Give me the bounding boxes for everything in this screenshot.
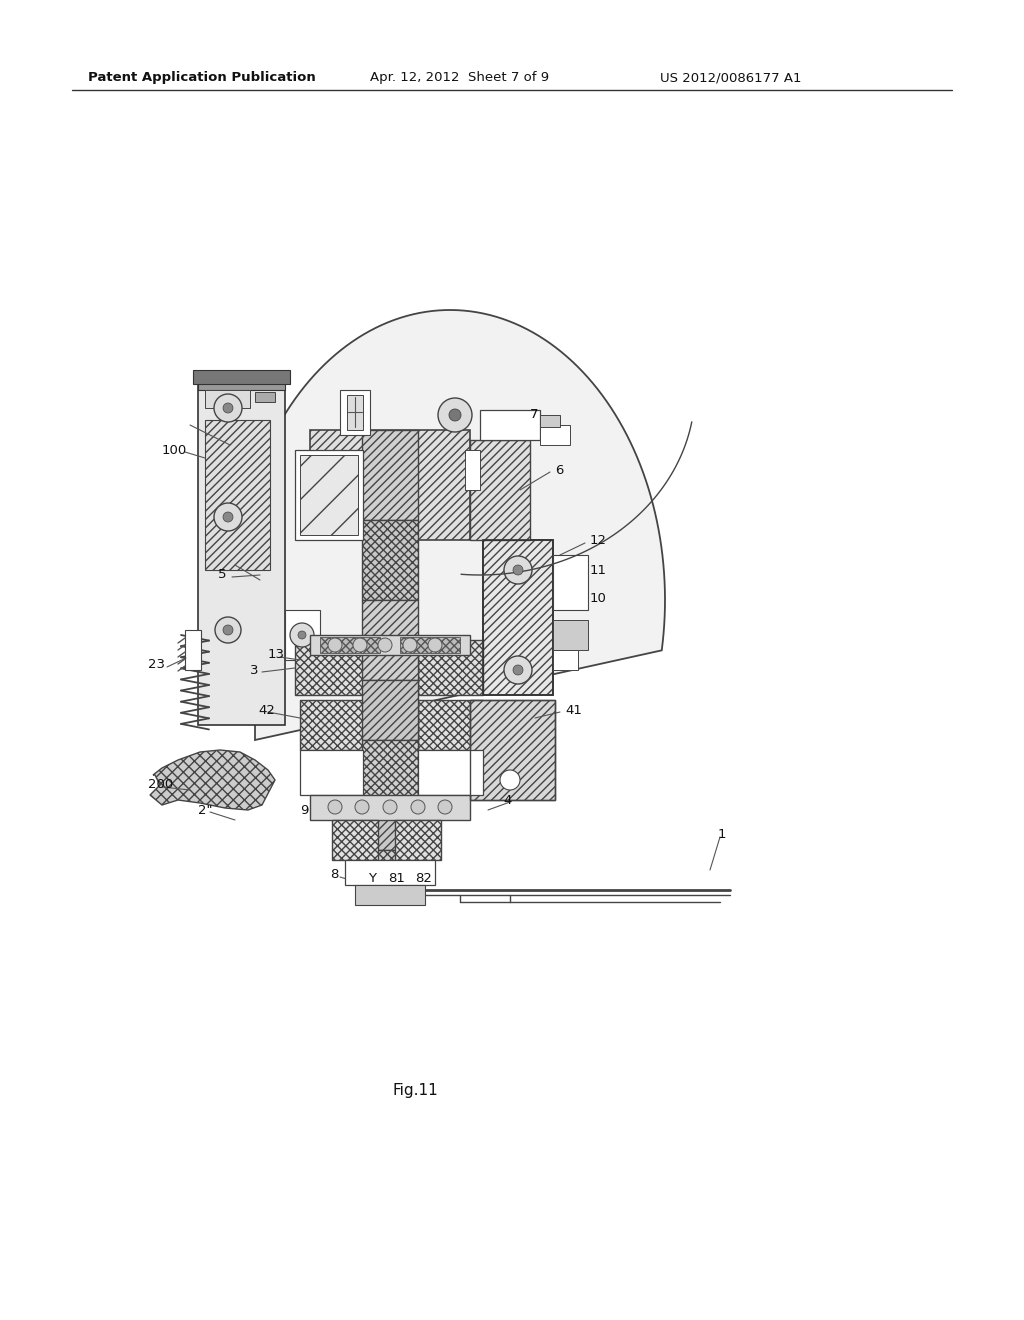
Bar — [300, 750, 362, 795]
Bar — [483, 540, 553, 696]
Circle shape — [500, 770, 520, 789]
Text: 81: 81 — [388, 871, 404, 884]
Bar — [185, 630, 201, 671]
Circle shape — [223, 403, 233, 413]
Text: 9: 9 — [300, 804, 308, 817]
Bar — [418, 700, 483, 750]
Circle shape — [504, 556, 532, 583]
Bar — [470, 700, 555, 800]
Bar — [553, 620, 588, 649]
Circle shape — [438, 399, 472, 432]
Bar — [332, 820, 378, 861]
Bar — [362, 800, 418, 850]
Bar — [198, 380, 285, 389]
Text: Patent Application Publication: Patent Application Publication — [88, 71, 315, 84]
Circle shape — [355, 800, 369, 814]
Bar — [483, 540, 553, 696]
Circle shape — [513, 665, 523, 675]
Circle shape — [504, 656, 532, 684]
Bar — [418, 750, 483, 795]
Bar — [295, 640, 362, 696]
Text: 42: 42 — [258, 704, 274, 717]
Circle shape — [214, 393, 242, 422]
Bar — [553, 649, 578, 671]
Bar — [310, 795, 470, 820]
Text: 10: 10 — [590, 591, 607, 605]
Bar — [347, 395, 362, 430]
Polygon shape — [248, 310, 665, 741]
Text: 4: 4 — [503, 793, 511, 807]
Bar — [362, 520, 418, 601]
Text: 3: 3 — [250, 664, 258, 676]
Bar — [300, 700, 362, 750]
Bar — [340, 389, 370, 436]
Circle shape — [428, 638, 442, 652]
Circle shape — [353, 638, 367, 652]
Bar — [480, 411, 540, 440]
Text: 7: 7 — [530, 408, 539, 421]
Circle shape — [403, 638, 417, 652]
Text: 41: 41 — [565, 704, 582, 717]
Bar — [362, 741, 418, 800]
Circle shape — [411, 800, 425, 814]
Text: Apr. 12, 2012  Sheet 7 of 9: Apr. 12, 2012 Sheet 7 of 9 — [370, 71, 549, 84]
Text: Y: Y — [368, 871, 376, 884]
Circle shape — [449, 409, 461, 421]
Text: Fig.11: Fig.11 — [392, 1082, 438, 1097]
Bar — [300, 455, 358, 535]
Circle shape — [214, 503, 242, 531]
Bar — [540, 414, 560, 426]
Text: 6: 6 — [555, 463, 563, 477]
Text: 5: 5 — [218, 569, 226, 582]
Text: 23: 23 — [148, 659, 165, 672]
Bar — [285, 610, 319, 660]
Text: 11: 11 — [590, 564, 607, 577]
Circle shape — [513, 565, 523, 576]
Bar — [553, 554, 588, 610]
Circle shape — [438, 800, 452, 814]
Bar — [362, 601, 418, 680]
Bar — [255, 392, 275, 403]
Circle shape — [378, 638, 392, 652]
Bar — [205, 420, 270, 570]
Circle shape — [223, 624, 233, 635]
Bar — [540, 425, 570, 445]
Text: 2": 2" — [198, 804, 213, 817]
Text: US 2012/0086177 A1: US 2012/0086177 A1 — [660, 71, 802, 84]
Text: 8: 8 — [330, 869, 338, 882]
Bar — [295, 450, 362, 540]
Bar — [310, 635, 470, 655]
Bar — [198, 385, 285, 725]
Bar — [193, 370, 290, 384]
Text: 12: 12 — [590, 533, 607, 546]
Bar — [470, 440, 530, 540]
Circle shape — [215, 616, 241, 643]
Text: 82: 82 — [415, 871, 432, 884]
Bar — [205, 389, 250, 408]
Bar — [310, 430, 470, 540]
Text: 200: 200 — [148, 779, 173, 792]
Bar — [470, 700, 555, 800]
Bar — [319, 638, 380, 653]
Circle shape — [383, 800, 397, 814]
Polygon shape — [150, 750, 275, 810]
Text: 13: 13 — [268, 648, 285, 661]
Bar — [418, 640, 483, 696]
Bar — [345, 861, 435, 884]
Circle shape — [298, 631, 306, 639]
Circle shape — [223, 512, 233, 521]
Bar — [400, 638, 460, 653]
Bar — [362, 430, 418, 520]
Circle shape — [328, 800, 342, 814]
Text: 1: 1 — [718, 829, 726, 842]
Bar — [362, 850, 418, 895]
Circle shape — [328, 638, 342, 652]
Bar — [465, 450, 480, 490]
Circle shape — [290, 623, 314, 647]
Bar — [395, 820, 441, 861]
Bar — [355, 884, 425, 906]
Text: 100: 100 — [162, 444, 187, 457]
Bar — [362, 680, 418, 741]
